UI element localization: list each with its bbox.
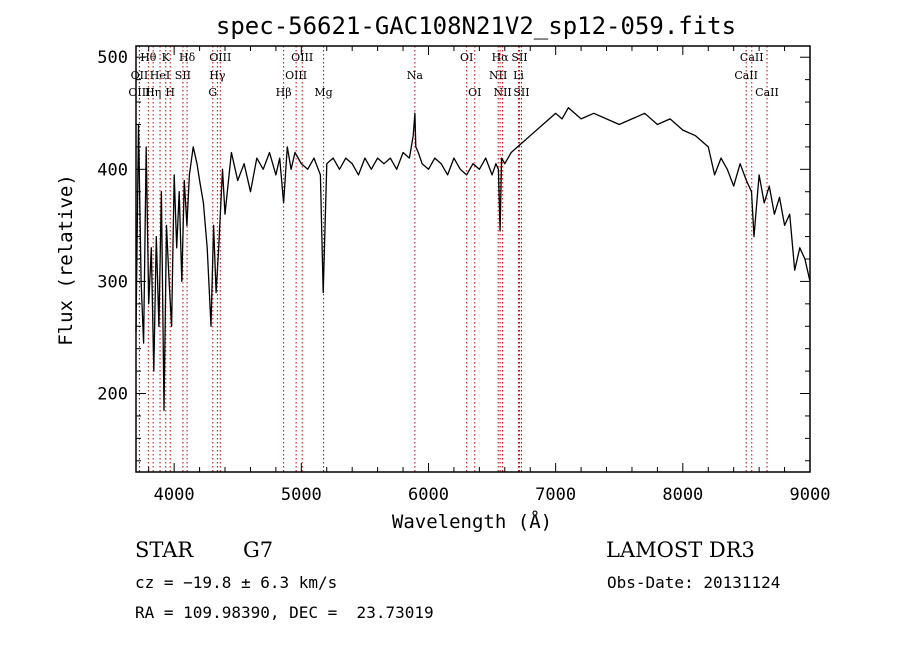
object-class: STAR — [135, 538, 194, 562]
line-label: CaII — [755, 86, 779, 99]
ra-dec-coordinates: RA = 109.98390, DEC = 23.73019 — [135, 603, 434, 622]
x-tick-label: 4000 — [154, 485, 195, 505]
line-label: Na — [407, 69, 424, 82]
line-label: CaII — [734, 69, 758, 82]
y-tick-label: 200 — [97, 385, 128, 405]
line-label: OI — [460, 51, 473, 64]
x-axis: 4000 5000 6000 7000 8000 9000 — [148, 46, 831, 505]
line-label: H — [165, 86, 175, 99]
emission-line-markers — [138, 46, 768, 472]
spectrum-line — [135, 107, 811, 411]
object-subclass: G7 — [243, 538, 274, 562]
line-label: SII — [175, 69, 191, 82]
line-label: Mg — [314, 86, 332, 99]
spectrum-series — [135, 107, 811, 411]
x-tick-label: 6000 — [408, 485, 449, 505]
y-axis: 200 300 400 500 — [97, 48, 810, 462]
line-label: Hα — [492, 51, 510, 64]
line-label: Hδ — [179, 51, 196, 64]
line-label: OIII — [291, 51, 313, 64]
line-label: OIII — [128, 86, 150, 99]
line-label: NII — [489, 69, 507, 82]
line-label: OIII — [209, 51, 231, 64]
line-label: CaII — [740, 51, 764, 64]
x-tick-label: 8000 — [662, 485, 703, 505]
line-label: OIII — [285, 69, 307, 82]
y-tick-label: 500 — [97, 48, 128, 68]
observation-date: Obs-Date: 20131124 — [607, 573, 781, 592]
line-label: K — [162, 51, 171, 64]
line-label: SII — [513, 86, 529, 99]
line-label: Hη — [145, 86, 161, 99]
survey-name: LAMOST DR3 — [606, 538, 755, 562]
line-label: SII — [511, 51, 527, 64]
x-axis-label: Wavelength (Å) — [392, 510, 552, 533]
y-tick-label: 400 — [97, 160, 128, 180]
x-tick-label: 7000 — [535, 485, 576, 505]
y-axis-label: Flux (relative) — [55, 174, 77, 346]
line-label: G — [208, 86, 217, 99]
line-label: Li — [513, 69, 524, 82]
line-label: OII — [131, 69, 149, 82]
line-label: HeI — [150, 69, 170, 82]
chart-title: spec-56621-GAC108N21V2_sp12-059.fits — [216, 12, 736, 40]
y-tick-label: 300 — [97, 272, 128, 292]
line-label: OI — [468, 86, 481, 99]
x-tick-label: 5000 — [281, 485, 322, 505]
redshift-velocity: cz = −19.8 ± 6.3 km/s — [135, 573, 338, 592]
line-label: Hγ — [209, 69, 226, 82]
line-label: Hβ — [276, 86, 292, 99]
line-label: NII — [493, 86, 511, 99]
line-label: Hθ — [140, 51, 157, 64]
x-tick-label: 9000 — [790, 485, 831, 505]
plot-frame — [135, 45, 811, 473]
